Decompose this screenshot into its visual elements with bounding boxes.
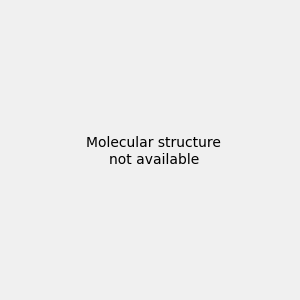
Text: Molecular structure
not available: Molecular structure not available	[86, 136, 221, 166]
